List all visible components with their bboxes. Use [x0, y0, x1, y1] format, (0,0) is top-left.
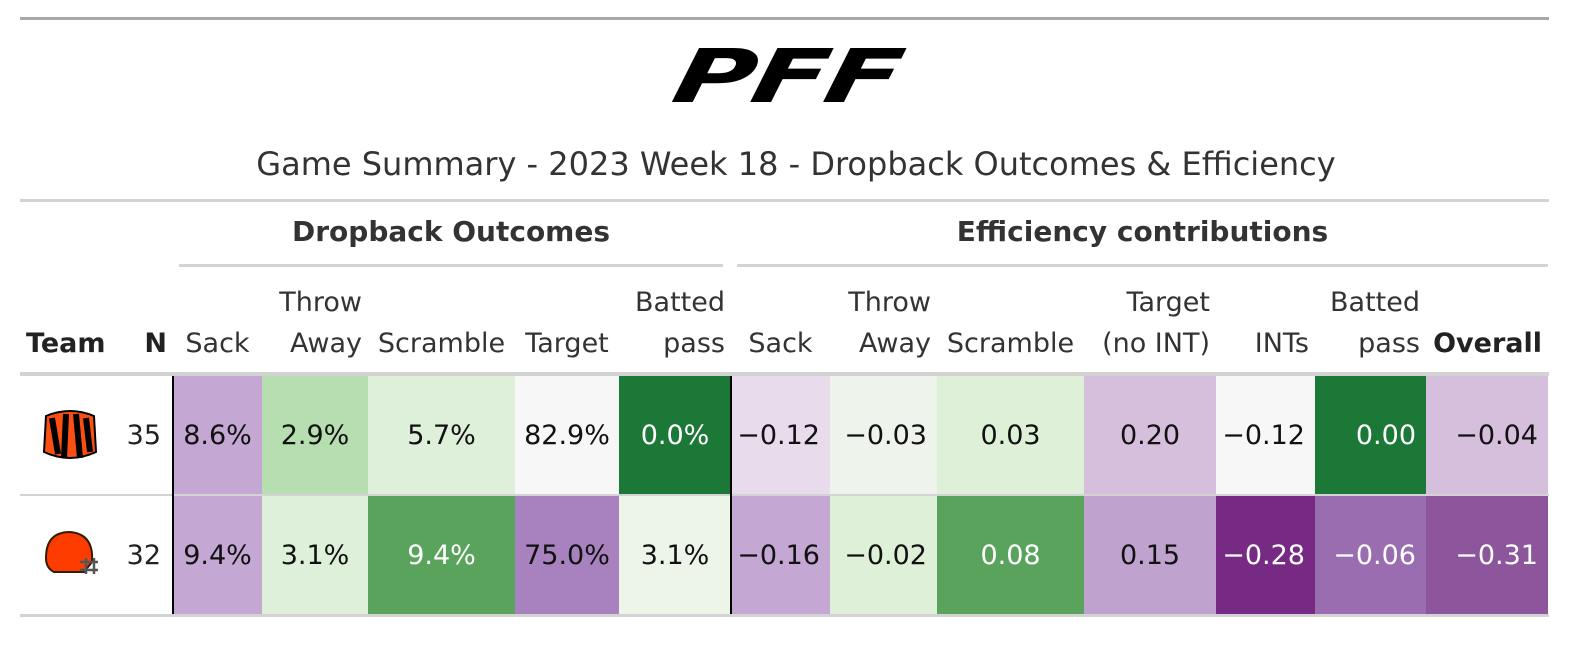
- bottom-rule: [20, 614, 1549, 617]
- value-cell: −0.04: [1426, 376, 1548, 494]
- divider: [730, 376, 732, 614]
- header-line: Away: [290, 328, 362, 359]
- value-cell: −0.06: [1315, 496, 1426, 614]
- value-cell: 3.1%: [619, 496, 731, 614]
- column-header: Throw Away: [262, 280, 368, 364]
- column-header: Sack: [173, 280, 262, 364]
- column-header: Overall: [1426, 280, 1548, 364]
- header-line: Target: [1126, 287, 1210, 318]
- value-cell: 0.08: [937, 496, 1084, 614]
- divider: [172, 376, 174, 614]
- logo: PFF: [665, 34, 909, 120]
- column-header: Target (no INT): [1084, 280, 1216, 364]
- header-line: Batted: [1330, 287, 1420, 318]
- header-line: Batted: [635, 287, 725, 318]
- top-rule: [20, 17, 1549, 20]
- header-line: Throw: [848, 287, 931, 318]
- header-line: N: [144, 328, 167, 359]
- header-line: Overall: [1433, 328, 1542, 359]
- n-cell: 35: [126, 419, 161, 451]
- value-cell: −0.28: [1216, 496, 1315, 614]
- value-cell: 82.9%: [515, 376, 619, 494]
- header-line: INTs: [1254, 328, 1309, 359]
- value-cell: 0.0%: [619, 376, 731, 494]
- value-cell: 0.15: [1084, 496, 1216, 614]
- column-header: Target: [515, 280, 619, 364]
- column-header: Scramble: [937, 280, 1084, 364]
- column-header: Sack: [731, 280, 830, 364]
- spanner-label: Efficiency contributions: [956, 215, 1329, 248]
- value-cell: 0.03: [937, 376, 1084, 494]
- header-line: pass: [663, 328, 725, 359]
- header-line: Scramble: [946, 328, 1075, 359]
- header-rule: [20, 372, 1549, 376]
- header-line: Sack: [748, 328, 813, 359]
- value-cell: −0.02: [830, 496, 937, 614]
- value-cell: −0.03: [830, 376, 937, 494]
- value-cell: 2.9%: [262, 376, 368, 494]
- header-line: pass: [1358, 328, 1420, 359]
- value-cell: 9.4%: [368, 496, 515, 614]
- value-cell: 8.6%: [173, 376, 262, 494]
- header-line: Team: [26, 328, 106, 359]
- title: Game Summary - 2023 Week 18 - Dropback O…: [256, 145, 1336, 183]
- header-line: Away: [859, 328, 931, 359]
- value-cell: 9.4%: [173, 496, 262, 614]
- spanner-rule: [737, 264, 1548, 267]
- value-cell: 0.20: [1084, 376, 1216, 494]
- value-cell: −0.12: [1216, 376, 1315, 494]
- column-header: Scramble: [368, 280, 515, 364]
- value-cell: −0.16: [731, 496, 830, 614]
- column-header: Batted pass: [1315, 280, 1426, 364]
- column-header: N: [125, 280, 173, 364]
- value-cell: 3.1%: [262, 496, 368, 614]
- column-header: Team: [20, 280, 125, 364]
- header-line: Scramble: [377, 328, 506, 359]
- n-cell: 32: [126, 539, 161, 571]
- value-cell: −0.12: [731, 376, 830, 494]
- value-cell: 75.0%: [515, 496, 619, 614]
- value-cell: 0.00: [1315, 376, 1426, 494]
- spanner-rule: [179, 264, 723, 267]
- row-rule: [20, 494, 1549, 496]
- header-line: (no INT): [1102, 328, 1210, 359]
- browns-logo: [44, 530, 98, 574]
- column-header: Batted pass: [619, 280, 731, 364]
- header-line: Throw: [279, 287, 362, 318]
- header-line: Sack: [185, 328, 250, 359]
- column-header: Throw Away: [830, 280, 937, 364]
- bengals-logo: [42, 410, 98, 459]
- value-cell: 5.7%: [368, 376, 515, 494]
- column-header: INTs: [1216, 280, 1315, 364]
- header-line: Target: [525, 328, 609, 359]
- title-rule: [20, 199, 1549, 202]
- value-cell: −0.31: [1426, 496, 1548, 614]
- spanner-label: Dropback Outcomes: [291, 215, 611, 248]
